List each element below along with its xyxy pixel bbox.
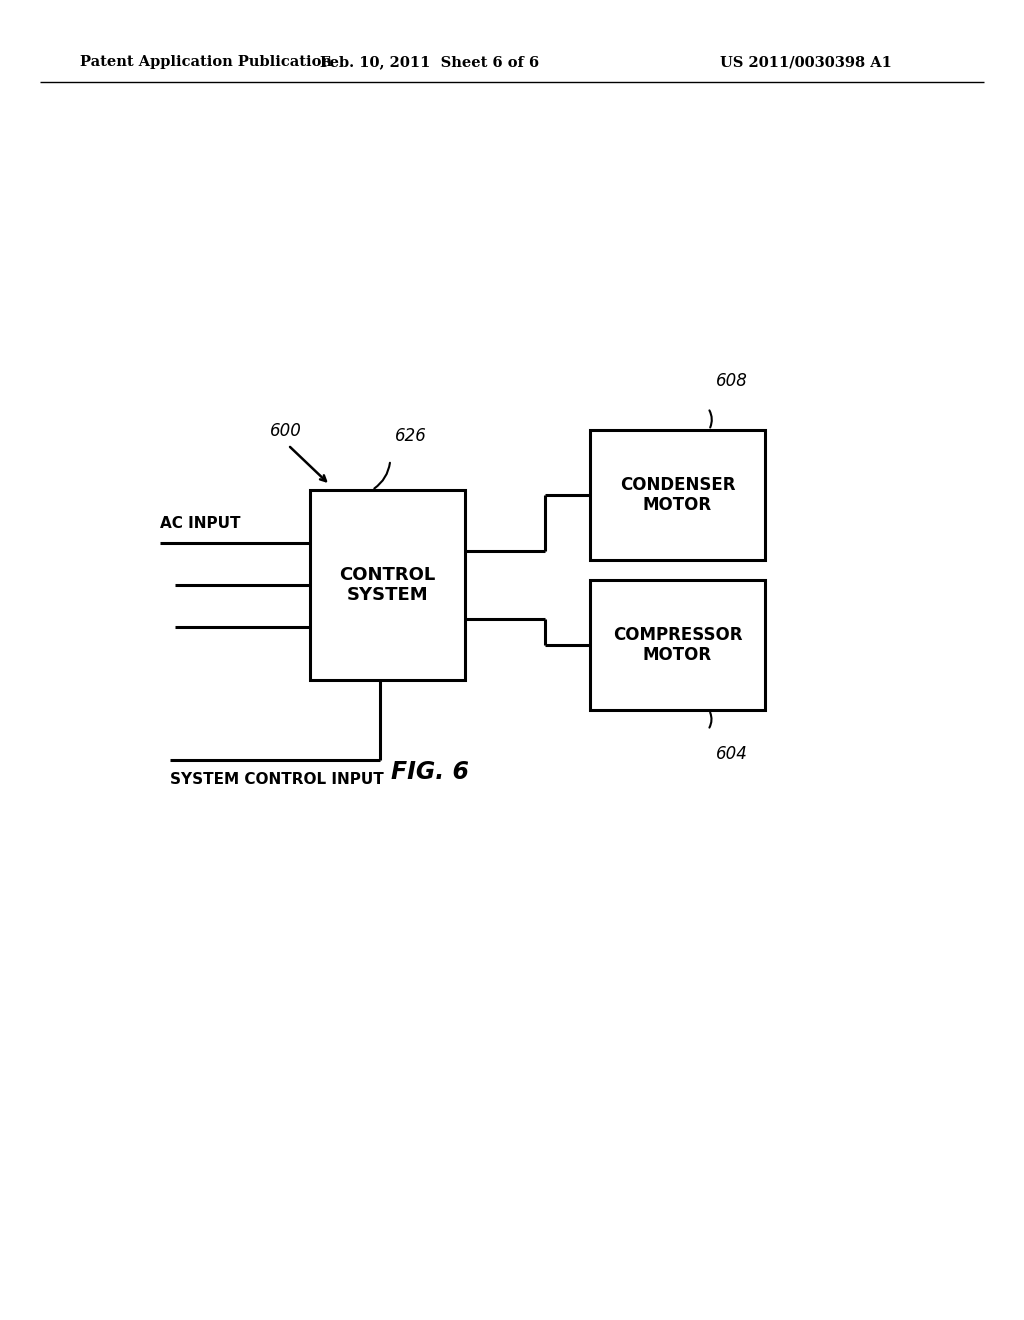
Text: CONDENSER
MOTOR: CONDENSER MOTOR — [620, 475, 735, 515]
Text: US 2011/0030398 A1: US 2011/0030398 A1 — [720, 55, 892, 69]
Text: AC INPUT: AC INPUT — [160, 516, 241, 531]
Text: SYSTEM CONTROL INPUT: SYSTEM CONTROL INPUT — [170, 772, 384, 787]
Bar — [310, 490, 465, 680]
Bar — [590, 579, 765, 710]
Text: FIG. 6: FIG. 6 — [391, 760, 469, 784]
Bar — [590, 430, 765, 560]
Text: Feb. 10, 2011  Sheet 6 of 6: Feb. 10, 2011 Sheet 6 of 6 — [321, 55, 540, 69]
Text: Patent Application Publication: Patent Application Publication — [80, 55, 332, 69]
Text: 608: 608 — [716, 372, 748, 389]
Text: CONTROL
SYSTEM: CONTROL SYSTEM — [339, 565, 435, 605]
Text: COMPRESSOR
MOTOR: COMPRESSOR MOTOR — [612, 626, 742, 664]
Text: 604: 604 — [716, 744, 748, 763]
Text: 600: 600 — [270, 422, 302, 440]
Text: 626: 626 — [395, 426, 427, 445]
